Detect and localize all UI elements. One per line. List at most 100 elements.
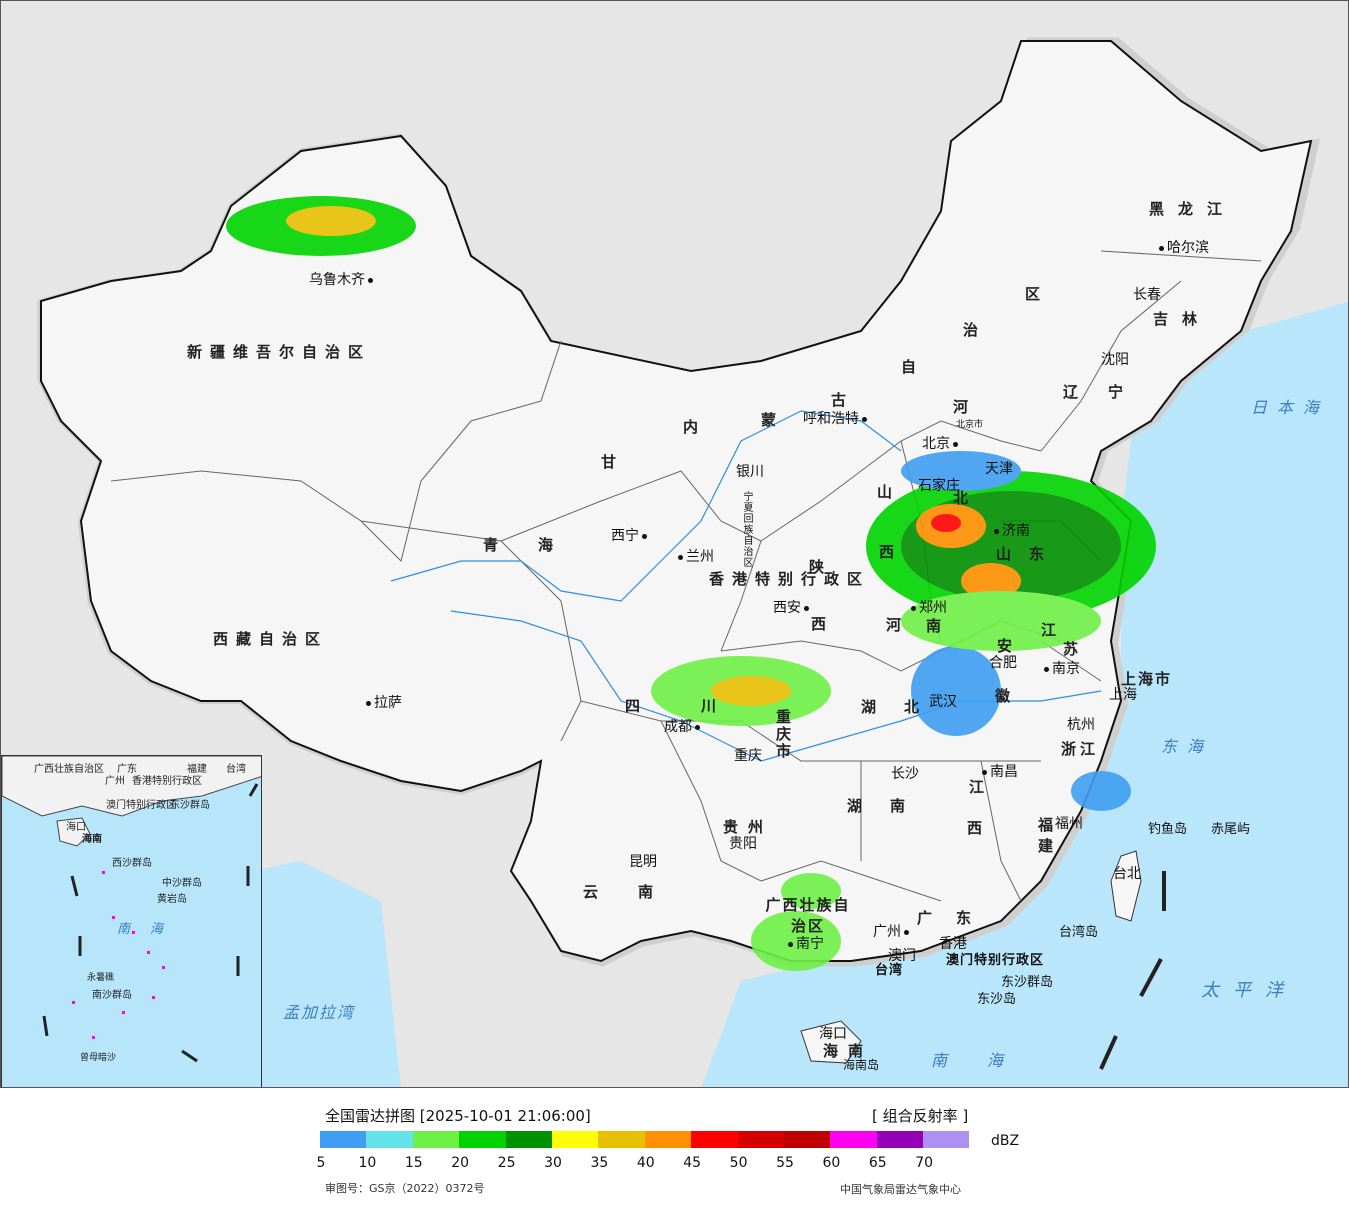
color-scale-tick: 65 (868, 1155, 887, 1171)
province-label: 南 (926, 617, 950, 635)
city-label: 哈尔滨 (1156, 237, 1209, 257)
province-label: 蒙 (761, 411, 785, 429)
color-scale-tick: 25 (497, 1155, 516, 1171)
city-marker (911, 605, 916, 611)
city-label: 北京 (922, 433, 961, 453)
color-scale-segment (830, 1131, 877, 1148)
city-label: 贵阳 (729, 836, 757, 852)
color-scale-segment (320, 1131, 367, 1148)
province-label: 陕 (809, 558, 833, 576)
province-label: 浙江 (1061, 740, 1100, 758)
city-label: 天津 (985, 461, 1013, 477)
inset-label: 东沙群岛 (170, 800, 210, 811)
nine-dash-line (1099, 871, 1166, 1070)
city-label: 澳门 (888, 948, 916, 964)
legend-panel (0, 1088, 1349, 1208)
city-label: 北京市 (956, 420, 984, 430)
inset-label: 南海 (117, 922, 184, 937)
city-label: 昆明 (629, 854, 657, 870)
inset-label: 福建 (187, 764, 207, 775)
source-credit: 中国气象局雷达气象中心 (840, 1183, 961, 1196)
city-label: 成都 (664, 716, 703, 736)
city-label: 银川 (736, 464, 764, 480)
province-label: 自 (901, 358, 925, 376)
city-label: 合肥 (989, 655, 1017, 671)
province-label: 广西壮族自治区 (765, 896, 851, 935)
color-scale-tick: 60 (822, 1155, 841, 1171)
city-marker (642, 533, 647, 539)
city-label: 上海 (1109, 687, 1137, 703)
province-label: 安 (997, 637, 1021, 655)
color-scale-segment (923, 1131, 970, 1148)
province-label: 江 (1041, 621, 1065, 639)
city-marker (904, 929, 909, 935)
city-label: 郑州 (908, 597, 947, 617)
province-label: 海南 (823, 1042, 874, 1060)
inset-label: 曾母暗沙 (80, 1053, 117, 1063)
province-label: 古 (831, 391, 855, 409)
province-label: 西 (967, 819, 991, 837)
inset-canvas (2, 756, 261, 1063)
province-label: 治 (963, 321, 987, 339)
city-marker (982, 769, 987, 775)
province-label: 上海市 (1121, 670, 1173, 688)
city-label: 西宁 (611, 525, 650, 545)
inset-label: 香港特别行政区 (132, 776, 202, 787)
color-scale-tick: 55 (776, 1155, 794, 1171)
province-label: 西藏自治区 (213, 630, 329, 648)
color-scale-segment (598, 1131, 645, 1148)
inset-label: 中沙群岛 (162, 878, 202, 889)
sea-label: 太平洋 (1201, 980, 1297, 1001)
map-approval-number: 审图号：GS京（2022）0372号 (325, 1182, 485, 1195)
city-label: 香港 (939, 936, 967, 952)
inset-label: 广西壮族自治区 (34, 764, 104, 775)
city-marker (366, 700, 371, 706)
city-marker (788, 941, 793, 947)
province-label: 四 (625, 697, 649, 715)
map-title: 全国雷达拼图 [2025-10-01 21:06:00] (325, 1107, 591, 1125)
taiwan-island (1110, 850, 1142, 922)
color-scale-tick: 35 (590, 1155, 609, 1171)
inset-label: 澳门特别行政区 (106, 800, 176, 811)
city-label: 兰州 (675, 546, 714, 566)
city-label: 海口 (819, 1026, 847, 1042)
province-label: 苏 (1063, 640, 1087, 658)
city-label: 武汉 (929, 694, 957, 710)
color-scale-segment (459, 1131, 506, 1148)
city-label: 杭州 (1067, 717, 1095, 733)
province-label: 湖南 (847, 797, 934, 815)
color-scale-tick: 70 (915, 1155, 934, 1171)
color-scale-tick: 20 (451, 1155, 470, 1171)
color-scale-segment (366, 1131, 413, 1148)
city-marker (953, 441, 958, 447)
island-label: 东沙群岛 (1001, 975, 1054, 990)
city-marker (1159, 245, 1164, 251)
color-scale-tick: 15 (404, 1155, 423, 1171)
province-label: 川 (701, 697, 725, 715)
color-scale-tick: 45 (683, 1155, 702, 1171)
province-label: 青海 (483, 536, 594, 554)
inset-label: 南沙群岛 (92, 990, 132, 1001)
inset-label: 台湾 (226, 764, 246, 775)
province-label: 香港特别行政区 (709, 570, 871, 588)
city-label: 石家庄 (918, 478, 960, 494)
province-label: 甘 (601, 453, 625, 471)
province-label: 澳门特别行政区 (946, 953, 1045, 968)
province-label: 河 (886, 616, 910, 634)
province-label: 北 (953, 489, 977, 507)
color-scale-tick: 10 (358, 1155, 377, 1171)
inset-label: 海口 (66, 822, 86, 833)
province-label: 湖北 (861, 698, 948, 716)
inset-label: 永暑礁 (87, 973, 115, 983)
color-scale-segment (644, 1131, 692, 1148)
color-scale-segment (876, 1131, 924, 1148)
island-label: 钓鱼岛 (1148, 822, 1188, 837)
city-marker (1044, 666, 1049, 672)
city-marker (678, 554, 683, 560)
province-label: 山东 (996, 545, 1063, 563)
city-label: 呼和浩特 (803, 408, 870, 428)
sea-area (701, 301, 1348, 1087)
province-label: 江 (969, 778, 993, 796)
province-label: 福建 (1036, 817, 1054, 859)
color-scale-tick: 40 (636, 1155, 655, 1171)
